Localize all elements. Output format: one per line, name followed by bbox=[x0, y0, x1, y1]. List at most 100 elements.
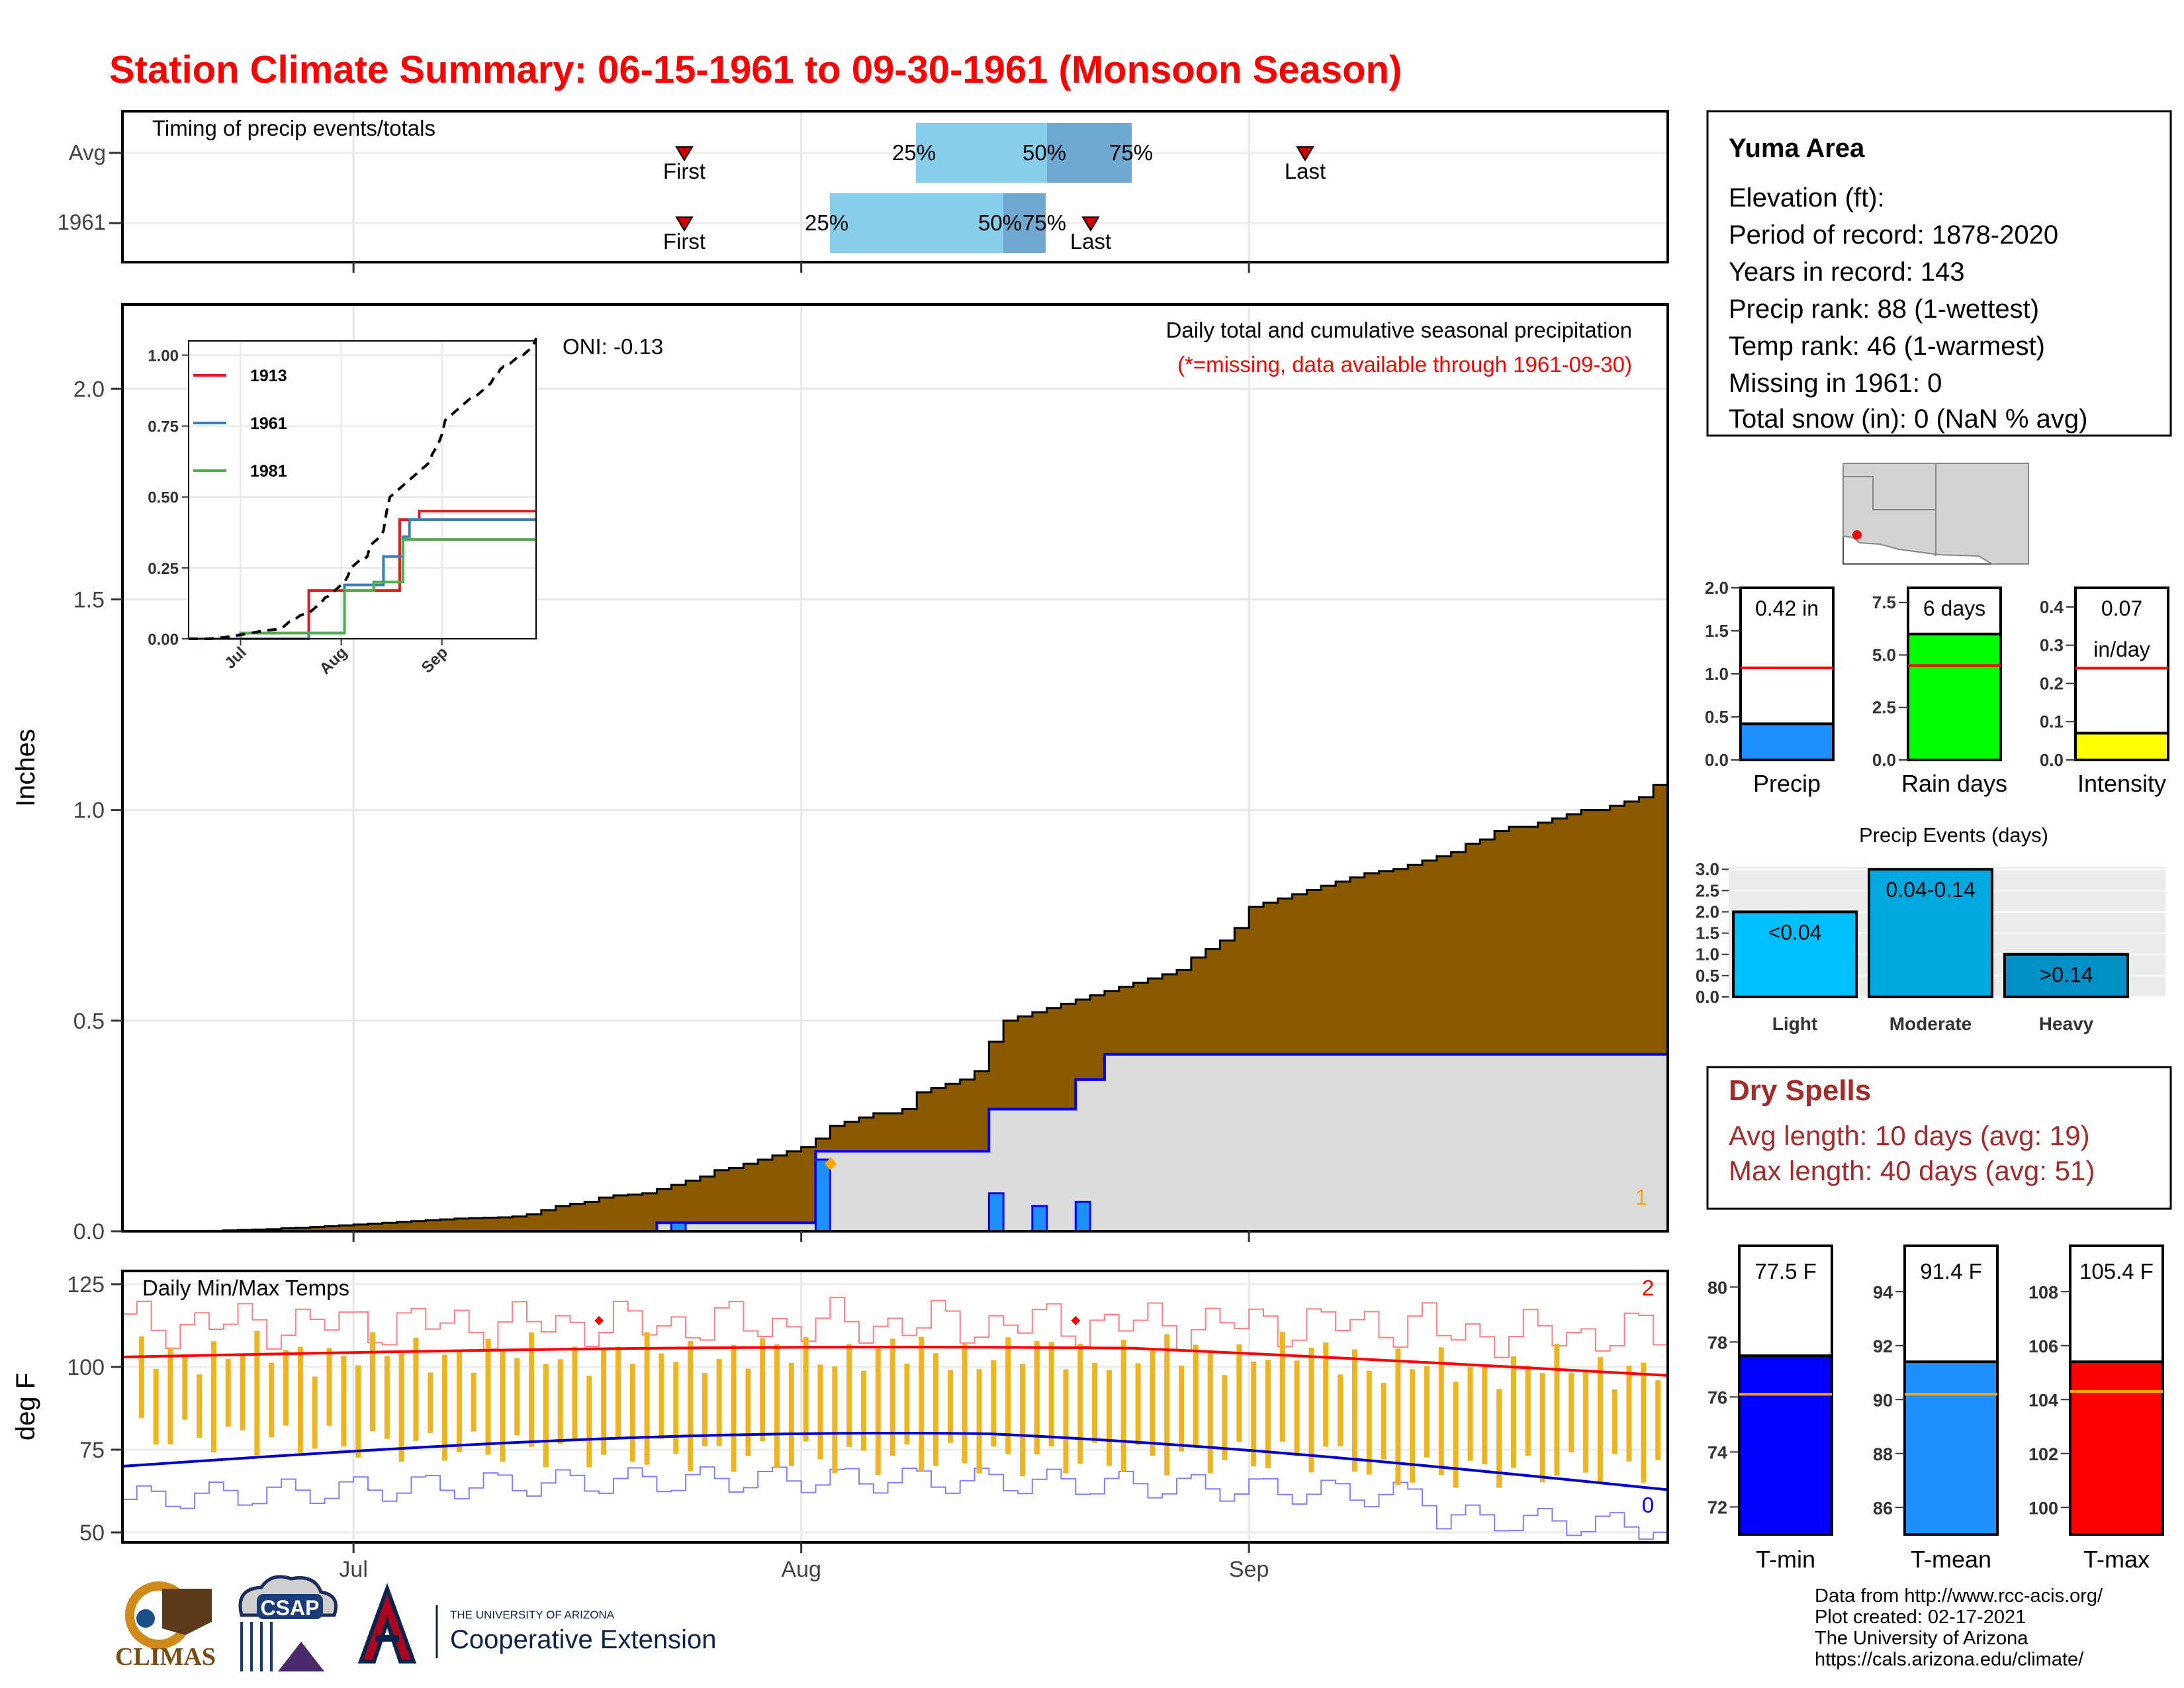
daily-temp-range-bar bbox=[240, 1356, 246, 1430]
dry-spells-title: Dry Spells bbox=[1729, 1074, 1871, 1107]
precip-panel: 0.0 0.5 1.0 1.5 2.0 Inches Daily total and c… bbox=[11, 303, 1669, 1244]
daily-temp-range-bar bbox=[153, 1369, 159, 1445]
inset-y-tick-label: 0.25 bbox=[148, 560, 179, 578]
daily-temp-range-bar bbox=[1294, 1360, 1300, 1456]
csap-logo-text: CSAP bbox=[261, 1596, 320, 1620]
temp-count-top: 2 bbox=[1642, 1276, 1654, 1300]
daily-temp-range-bar bbox=[254, 1331, 260, 1456]
temp-bar-tick-label: 86 bbox=[1873, 1498, 1893, 1518]
daily-temp-range-bar bbox=[1641, 1362, 1647, 1483]
dry-spells-max-length: Max length: 40 days (avg: 51) bbox=[1729, 1155, 2095, 1186]
mini-bar-value-label: 0.42 in bbox=[1755, 596, 1819, 620]
precip-event-bar-label: 0.04-0.14 bbox=[1886, 878, 1975, 902]
daily-temp-range-bar bbox=[572, 1346, 578, 1440]
mini-bar-value bbox=[1907, 632, 2002, 761]
avg-first-marker bbox=[675, 146, 694, 162]
precip-event-bar-label: >0.14 bbox=[2040, 963, 2093, 987]
avg-timing-box-upper bbox=[1047, 123, 1132, 183]
inset-y-tick-label: 0.50 bbox=[148, 489, 179, 507]
station-location-dot bbox=[1852, 530, 1862, 539]
daily-temp-range-bar bbox=[485, 1338, 491, 1455]
mini-bar-tick-label: 0.5 bbox=[1705, 707, 1729, 727]
daily-temp-range-bar bbox=[1120, 1339, 1126, 1472]
daily-temp-range-bar bbox=[1063, 1369, 1069, 1474]
inset-y-tick-label: 0.00 bbox=[148, 631, 179, 649]
daily-temp-range-bar bbox=[269, 1362, 275, 1438]
daily-temp-range-bar bbox=[1525, 1365, 1531, 1456]
daily-temp-range-bar bbox=[1236, 1344, 1242, 1442]
temp-x-tick-label: Aug bbox=[781, 1557, 821, 1582]
inset-legend-label: 1913 bbox=[250, 367, 287, 385]
station-elevation: Elevation (ft): bbox=[1729, 183, 1885, 212]
footer-data-source: Data from http://www.rcc-acis.org/ bbox=[1815, 1585, 2103, 1607]
timing-panel-title: Timing of precip events/totals bbox=[152, 116, 435, 140]
temp-bar-value bbox=[1738, 1354, 1833, 1536]
daily-temp-range-bar bbox=[1135, 1363, 1141, 1445]
precip-event-bar bbox=[1868, 868, 1993, 999]
mini-bar-tick-label: 0.3 bbox=[2040, 635, 2064, 655]
daily-temp-range-bar bbox=[586, 1376, 592, 1468]
mini-bar-tick-label: 0.0 bbox=[1705, 750, 1729, 770]
daily-temp-range-bar bbox=[1092, 1362, 1098, 1443]
mini-bar-frame bbox=[2074, 586, 2169, 761]
daily-temp-range-bar bbox=[500, 1350, 506, 1462]
daily-temp-range-bar bbox=[1251, 1361, 1257, 1467]
daily-precip-bar bbox=[814, 1158, 831, 1233]
daily-temp-range-bar bbox=[745, 1368, 751, 1456]
daily-temp-range-bar bbox=[760, 1338, 766, 1442]
daily-temp-range-bar bbox=[210, 1341, 216, 1452]
daily-temp-range-bar bbox=[1207, 1353, 1213, 1474]
record-max-temp-line bbox=[122, 1297, 1668, 1358]
mini-bar-tick-label: 5.0 bbox=[1872, 645, 1896, 665]
university-of-arizona-logo: THE UNIVERSITY OF ARIZONA Cooperative Ex… bbox=[357, 1583, 716, 1664]
daily-temp-range-bar bbox=[167, 1347, 173, 1444]
daily-temp-range-bar bbox=[1569, 1373, 1574, 1452]
avg-p50-label: 50% bbox=[1023, 140, 1066, 165]
dry-spells-avg-length: Avg length: 10 days (avg: 19) bbox=[1729, 1120, 2090, 1151]
temp-bar-value bbox=[1903, 1360, 1999, 1536]
temp-bar-value-label: 105.4 F bbox=[2079, 1259, 2154, 1284]
daily-temp-range-bar bbox=[659, 1353, 664, 1439]
ua-logo-small-text: THE UNIVERSITY OF ARIZONA bbox=[450, 1609, 615, 1621]
daily-temp-range-bar bbox=[1482, 1364, 1488, 1465]
daily-temp-range-bar bbox=[615, 1346, 621, 1437]
climas-logo-text: CLIMAS bbox=[115, 1643, 216, 1671]
daily-temp-range-bar bbox=[1193, 1344, 1199, 1448]
locator-map bbox=[1843, 463, 2029, 565]
precip-panel-annotation-title: Daily total and cumulative seasonal prec… bbox=[1166, 318, 1632, 342]
daily-temp-range-bar bbox=[1467, 1366, 1473, 1461]
daily-temp-range-bar bbox=[803, 1337, 809, 1442]
daily-temp-range-bar bbox=[428, 1372, 433, 1433]
daily-temp-range-bar bbox=[702, 1373, 707, 1446]
record-max-marker bbox=[594, 1316, 604, 1325]
daily-temp-range-bar bbox=[817, 1364, 823, 1460]
timing-row-label-1961: 1961 bbox=[58, 210, 106, 234]
daily-temp-range-bar bbox=[860, 1370, 866, 1451]
station-precip-rank: Precip rank: 88 (1-wettest) bbox=[1729, 295, 2039, 324]
events-y-tick-label: 1.0 bbox=[1696, 945, 1719, 964]
daily-temp-range-bar bbox=[1338, 1374, 1343, 1446]
temp-y-tick-label: 75 bbox=[79, 1438, 105, 1463]
daily-temp-range-bar bbox=[1351, 1349, 1357, 1472]
daily-temp-range-bar bbox=[514, 1358, 520, 1436]
daily-temp-range-bar bbox=[1496, 1389, 1502, 1488]
inset-line-1981 bbox=[189, 538, 536, 640]
temp-bar-tick-label: 102 bbox=[2028, 1444, 2058, 1464]
avg-p75-label: 75% bbox=[1109, 140, 1153, 165]
timing-row-label-avg: Avg bbox=[69, 140, 106, 165]
daily-temp-range-bar bbox=[962, 1343, 968, 1464]
events-y-tick-label: 0.0 bbox=[1696, 987, 1719, 1007]
daily-temp-range-bar bbox=[529, 1332, 535, 1447]
daily-temp-range-bar bbox=[1164, 1334, 1170, 1476]
mini-bar-value-unit: in/day bbox=[2093, 637, 2150, 661]
daily-temp-range-bar bbox=[312, 1376, 318, 1449]
precip-event-category-label: Light bbox=[1772, 1013, 1817, 1034]
temp-y-tick-label: 100 bbox=[67, 1355, 105, 1380]
station-info-box: Yuma Area Elevation (ft): Period of reco… bbox=[1706, 110, 2172, 437]
events-y-tick-label: 2.0 bbox=[1696, 902, 1719, 921]
daily-temp-range-bar bbox=[369, 1332, 375, 1432]
footer-url: https://cals.arizona.edu/climate/ bbox=[1815, 1649, 2084, 1670]
daily-temp-range-bar bbox=[1005, 1337, 1011, 1454]
daily-temp-range-bar bbox=[846, 1344, 852, 1447]
